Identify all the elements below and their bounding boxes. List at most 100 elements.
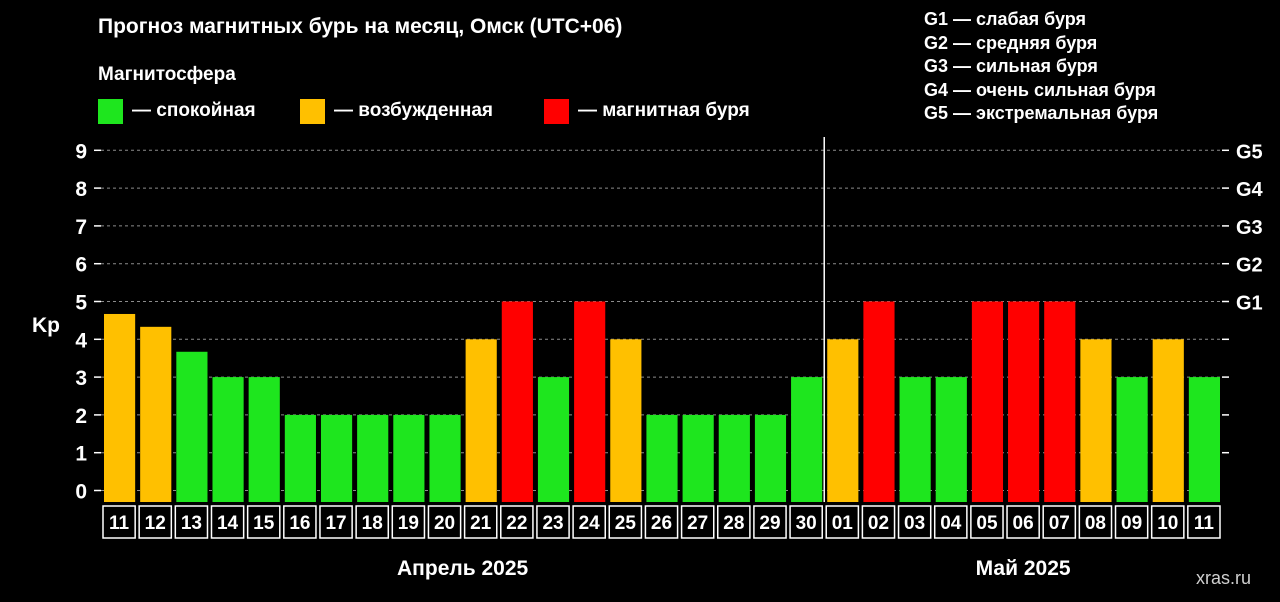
- bar-13: [176, 351, 208, 502]
- bar-15: [248, 377, 280, 502]
- bar-21: [465, 339, 497, 502]
- day-label: 17: [325, 513, 346, 534]
- y-tick-label: 9: [75, 140, 87, 163]
- bar-11: [104, 313, 136, 502]
- day-label: 06: [1013, 513, 1034, 534]
- month-label-1: Май 2025: [976, 557, 1071, 580]
- bar-02: [863, 301, 895, 502]
- day-box: [319, 505, 353, 539]
- day-box: [716, 505, 751, 539]
- y-tick-label: 0: [75, 481, 87, 504]
- day-label: 16: [289, 513, 310, 534]
- day-box: [427, 505, 462, 539]
- y2-tick-label: G1: [1236, 293, 1263, 315]
- bar-23: [537, 377, 570, 502]
- day-label: 12: [145, 513, 166, 534]
- legend-swatch-quiet: [98, 99, 123, 124]
- bar-01: [827, 339, 859, 502]
- bar-08: [1080, 339, 1112, 502]
- legend-label-storm: — магнитная буря: [578, 100, 750, 121]
- day-label: 09: [1121, 513, 1142, 534]
- bar-22: [501, 301, 533, 502]
- bar-20: [429, 414, 461, 502]
- day-box: [789, 505, 823, 539]
- chart-title: Прогноз магнитных бурь на месяц, Омск (U…: [98, 15, 623, 38]
- bar-24: [574, 301, 606, 502]
- legend-label-quiet: — спокойная: [132, 100, 256, 121]
- day-box: [246, 505, 281, 539]
- day-label: 02: [868, 513, 889, 534]
- day-label: 13: [181, 513, 202, 534]
- storm-level-g1: G1 — слабая буря: [924, 9, 1087, 29]
- y-tick-label: 3: [75, 367, 87, 390]
- day-box: [102, 505, 136, 539]
- day-box: [1042, 505, 1077, 539]
- day-label: 26: [651, 513, 672, 534]
- bar-17: [320, 414, 353, 502]
- y-axis-label: Kp: [32, 314, 60, 337]
- day-label: 11: [1194, 513, 1215, 534]
- bar-11: [1188, 377, 1220, 502]
- legend-heading: Магнитосфера: [98, 64, 236, 85]
- y-tick-label: 4: [75, 329, 87, 352]
- day-box: [933, 505, 968, 539]
- day-box: [138, 505, 173, 539]
- day-label: 27: [687, 513, 708, 534]
- bar-16: [284, 414, 316, 502]
- y-tick-label: 8: [75, 178, 87, 201]
- day-box: [1006, 505, 1040, 539]
- bar-26: [646, 414, 678, 502]
- day-box: [897, 505, 932, 539]
- day-label: 03: [904, 513, 925, 534]
- day-box: [1187, 505, 1221, 539]
- day-box: [970, 505, 1004, 539]
- day-label: 14: [217, 513, 239, 534]
- day-box: [825, 505, 860, 539]
- y-tick-label: 2: [75, 405, 87, 428]
- y-tick-label: 1: [75, 443, 87, 466]
- day-label: 08: [1085, 513, 1106, 534]
- storm-level-g3: G3 — сильная буря: [924, 56, 1098, 76]
- legend-swatch-active: [300, 99, 325, 124]
- day-label: 28: [723, 513, 744, 534]
- day-box: [355, 505, 390, 539]
- bar-25: [610, 339, 642, 502]
- y2-tick-label: G2: [1236, 255, 1263, 277]
- day-box: [608, 505, 643, 539]
- day-box: [174, 505, 209, 539]
- day-label: 19: [398, 513, 419, 534]
- site-watermark: xras.ru: [1196, 568, 1252, 588]
- bar-14: [212, 377, 244, 502]
- bar-30: [791, 377, 823, 502]
- y-tick-label: 6: [75, 254, 87, 277]
- bar-28: [718, 414, 750, 502]
- bar-04: [935, 377, 967, 502]
- day-label: 24: [579, 513, 601, 534]
- day-label: 04: [940, 513, 962, 534]
- day-label: 07: [1049, 513, 1070, 534]
- bar-10: [1152, 339, 1184, 502]
- day-box: [500, 505, 534, 539]
- bar-06: [1008, 301, 1040, 502]
- bar-05: [971, 301, 1004, 502]
- day-box: [753, 505, 787, 539]
- bar-03: [899, 377, 931, 502]
- day-box: [210, 505, 245, 539]
- day-box: [572, 505, 607, 539]
- legend-label-active: — возбужденная: [334, 100, 494, 121]
- bar-27: [682, 414, 714, 502]
- day-label: 10: [1157, 513, 1178, 534]
- storm-level-legend: G1 — слабая буря G2 — средняя буря G3 — …: [924, 8, 1158, 126]
- bar-18: [357, 414, 389, 502]
- storm-level-g4: G4 — очень сильная буря: [924, 79, 1156, 100]
- day-box: [644, 505, 679, 539]
- y-tick-label: 7: [75, 216, 87, 239]
- bar-19: [393, 414, 425, 502]
- day-box: [463, 505, 498, 539]
- day-label: 21: [470, 513, 492, 534]
- day-box: [861, 505, 896, 539]
- day-box: [1114, 505, 1149, 539]
- bar-07: [1044, 301, 1076, 502]
- day-label: 29: [759, 513, 780, 534]
- storm-level-g2: G2 — средняя буря: [924, 32, 1098, 53]
